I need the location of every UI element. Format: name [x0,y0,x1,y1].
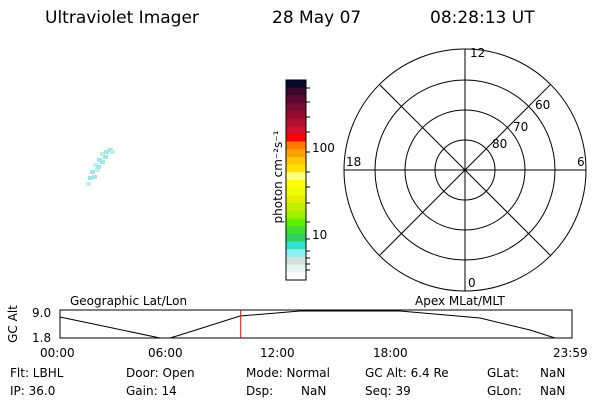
colorbar [285,79,310,281]
time: 08:28:13 UT [430,8,535,28]
aurora-pixel [92,175,97,179]
filter: Flt: LBHL [10,366,64,380]
geo-label: Geographic Lat/Lon [70,294,188,308]
colorbar-band [286,272,306,281]
gc-alt: GC Alt: 6.4 Re [365,366,449,380]
title: Ultraviolet Imager [45,8,199,28]
aurora-pixel [95,168,100,172]
glon-label: GLon: [487,384,522,398]
colorbar-tick-100: 100 [312,141,335,155]
polar-grid [343,48,587,292]
mlt-line [379,84,551,256]
aurora-pixel [97,158,102,162]
colorbar-band [286,149,306,158]
dsp-value: NaN [301,384,327,398]
glon-value: NaN [540,384,566,398]
aurora-pixel [103,155,108,159]
aurora-pixel [100,160,105,164]
colorbar-band [286,103,306,112]
aurora-pixel [90,170,95,174]
gc-alt-label: GC Alt [6,305,20,343]
ytick-1.8: 1.8 [32,331,52,345]
orbit-plot [59,309,573,339]
orbit-frame [59,309,573,339]
xtick: 06:00 [148,346,183,360]
colorbar-band [286,95,306,104]
mlt-0: 0 [468,276,476,290]
colorbar-band [286,210,306,219]
colorbar-band [286,264,306,273]
colorbar-band [286,172,306,181]
gain: Gain: 14 [126,384,177,398]
aurora-pixel [93,163,98,167]
mlt-12: 12 [470,46,486,60]
colorbar-band [286,226,306,235]
colorbar-frame [285,79,307,281]
apex-label: Apex MLat/MLT [415,294,505,308]
mlt-6: 6 [577,155,585,169]
colorbar-band [286,164,306,173]
colorbar-band [286,141,306,150]
glat-label: GLat: [487,366,520,380]
colorbar-band [286,80,306,89]
lat-70: 70 [513,120,529,134]
xtick: 23:59 [553,346,588,360]
colorbar-band [286,256,306,266]
aurora-pixel [110,150,115,154]
dsp-label: Dsp: [246,384,274,398]
colorbar-band [286,87,306,96]
colorbar-tick-10: 10 [312,228,328,242]
colorbar-band [286,218,306,227]
ytick-9: 9.0 [32,306,52,320]
mode: Mode: Normal [246,366,330,380]
xtick: 12:00 [260,346,295,360]
xtick: 18:00 [373,346,408,360]
ip: IP: 36.0 [10,384,56,398]
date: 28 May 07 [272,8,362,28]
colorbar-band [286,233,306,243]
aurora-pixel [86,182,91,186]
colorbar-band [286,110,306,119]
colorbar-band [286,241,306,250]
xtick: 00:00 [40,346,75,360]
lat-80: 80 [492,137,508,151]
colorbar-band [286,126,306,135]
glat-value: NaN [540,366,566,380]
altitude-curve [59,310,572,339]
colorbar-band [286,187,306,196]
colorbar-band [286,133,306,143]
seq: Seq: 39 [365,384,411,398]
colorbar-label: photon cm⁻²s⁻¹ [271,130,285,224]
colorbar-band [286,203,306,212]
lat-60: 60 [535,98,551,112]
colorbar-band [286,156,306,166]
aurora-pixel [88,176,93,180]
colorbar-band [286,195,306,204]
colorbar-band [286,249,306,258]
aurora-pixel [96,165,101,169]
mlt-18: 18 [346,155,362,169]
colorbar-band [286,118,306,127]
door: Door: Open [126,366,195,380]
colorbar-band [286,180,306,189]
aurora-pixel [100,152,105,156]
auroral-image [86,148,115,186]
aurora-pixel [104,150,109,154]
